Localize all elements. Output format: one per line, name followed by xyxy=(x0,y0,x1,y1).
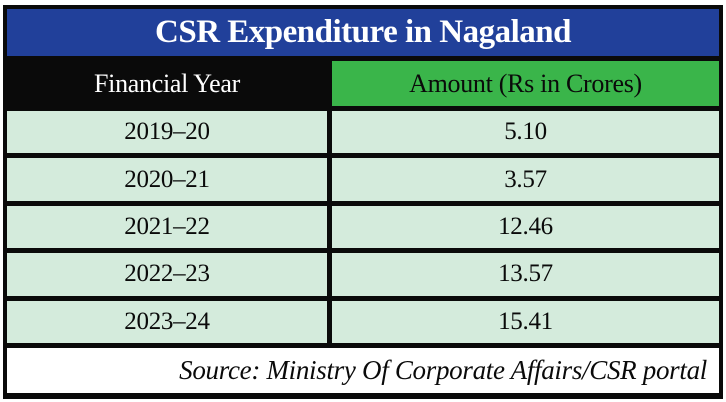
year-cell: 2021–22 xyxy=(7,205,327,249)
amount-cell: 12.46 xyxy=(332,205,719,249)
csr-expenditure-table: CSR Expenditure in Nagaland Financial Ye… xyxy=(3,5,723,399)
column-header-financial-year: Financial Year xyxy=(7,61,327,106)
year-cell: 2023–24 xyxy=(7,300,327,343)
year-cell: 2022–23 xyxy=(7,253,327,296)
year-cell: 2019–20 xyxy=(7,111,327,154)
year-cell: 2020–21 xyxy=(7,158,327,201)
table-title: CSR Expenditure in Nagaland xyxy=(7,9,719,56)
amount-cell: 15.41 xyxy=(332,300,719,343)
source-note: Source: Ministry Of Corporate Affairs/CS… xyxy=(7,348,719,393)
amount-cell: 3.57 xyxy=(332,158,719,201)
amount-cell: 5.10 xyxy=(332,111,719,154)
column-header-amount: Amount (Rs in Crores) xyxy=(332,61,719,106)
amount-cell: 13.57 xyxy=(332,253,719,296)
